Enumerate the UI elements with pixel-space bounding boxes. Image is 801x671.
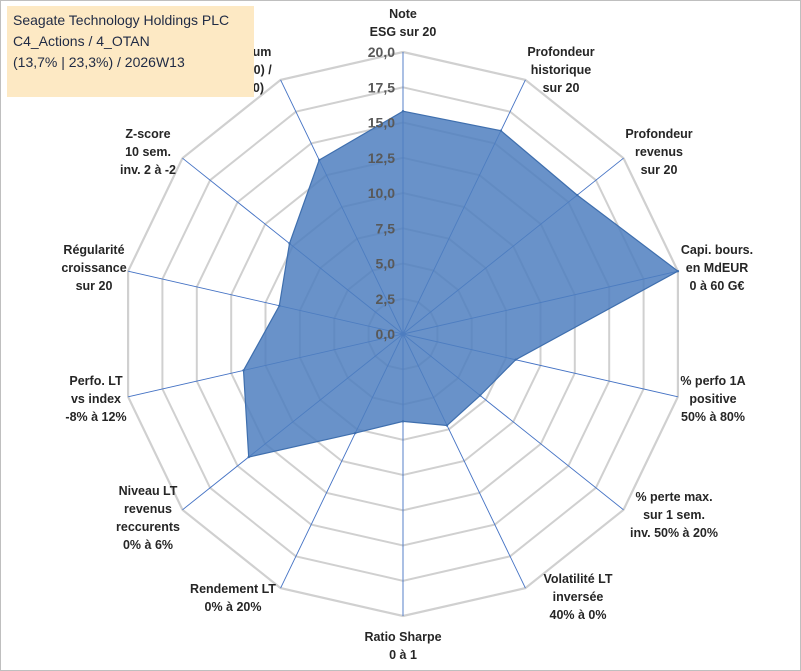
data-point [278,304,281,307]
axis-label: sur 20 [641,163,678,177]
data-point [499,129,503,132]
axis-label: en MdEUR [686,261,749,275]
data-point [401,110,405,113]
company-name: Seagate Technology Holdings PLC [13,12,230,28]
data-point [247,455,250,459]
axis-label: reccurents [116,520,180,534]
axis-label: Profondeur [527,45,594,59]
data-point [479,394,482,397]
category-label: C4_Actions / 4_OTAN [13,33,150,49]
axis-label: inv. 50% à 20% [630,526,718,540]
axis-label: Perfo. LT [69,374,123,388]
axis-label: inversée [553,590,604,604]
tick-label: 0,0 [376,326,396,342]
axis-label: Note [389,7,417,21]
axis-label: inv. 2 à -2 [120,163,176,177]
axis-label: sur 20 [543,81,580,95]
axis-label: Rendement LT [190,582,276,596]
axis-label: ESG sur 20 [370,25,437,39]
axis-label: positive [689,392,736,406]
data-point [242,369,245,372]
axis-label: % perfo 1A [680,374,745,388]
tick-label: 15,0 [368,115,395,131]
axis-label: 40% à 0% [550,608,607,622]
data-point [676,270,680,273]
axis-label: 0% à 20% [205,600,262,614]
axis-label: vs index [71,392,121,406]
axis-label: sur 20 [76,279,113,293]
tick-label: 7,5 [376,220,396,236]
tick-label: 2,5 [376,291,396,307]
axis-label: historique [531,63,591,77]
data-point [318,158,321,162]
series-area [242,110,680,458]
axis-label: croissance [61,261,126,275]
axis-label: Capi. bours. [681,243,753,257]
tick-label: 17,5 [368,79,395,95]
axis-label: Ratio Sharpe [364,630,441,644]
axis-label: Profondeur [625,127,692,141]
data-point [401,420,405,423]
axis-label: Niveau LT [119,484,178,498]
data-point [445,424,449,427]
data-point [576,193,579,197]
axis-label: sur 1 sem. [643,508,705,522]
data-point [288,242,291,245]
axis-label: Z-score [125,127,170,141]
axis-label: 0 à 60 G€ [690,279,745,293]
axis-label: -8% à 12% [65,410,126,424]
axis-label: Régularité [63,243,124,257]
data-point [354,431,357,435]
axis-label: % perte max. [635,490,712,504]
axis-label: 0% à 6% [123,538,173,552]
axis-label: Volatilité LT [544,572,613,586]
axis-label: 0 à 1 [389,648,417,662]
axis-label: revenus [124,502,172,516]
stats-label: (13,7% | 23,3%) / 2026W13 [13,54,185,70]
tick-label: 10,0 [368,185,395,201]
info-box: Seagate Technology Holdings PLC C4_Actio… [7,6,254,97]
tick-label: 20,0 [368,44,395,60]
tick-label: 5,0 [376,256,396,272]
axis-label: 10 sem. [125,145,171,159]
data-point [514,358,517,361]
tick-label: 12,5 [368,150,395,166]
axis-label: 50% à 80% [681,410,745,424]
axis-label: revenus [635,145,683,159]
